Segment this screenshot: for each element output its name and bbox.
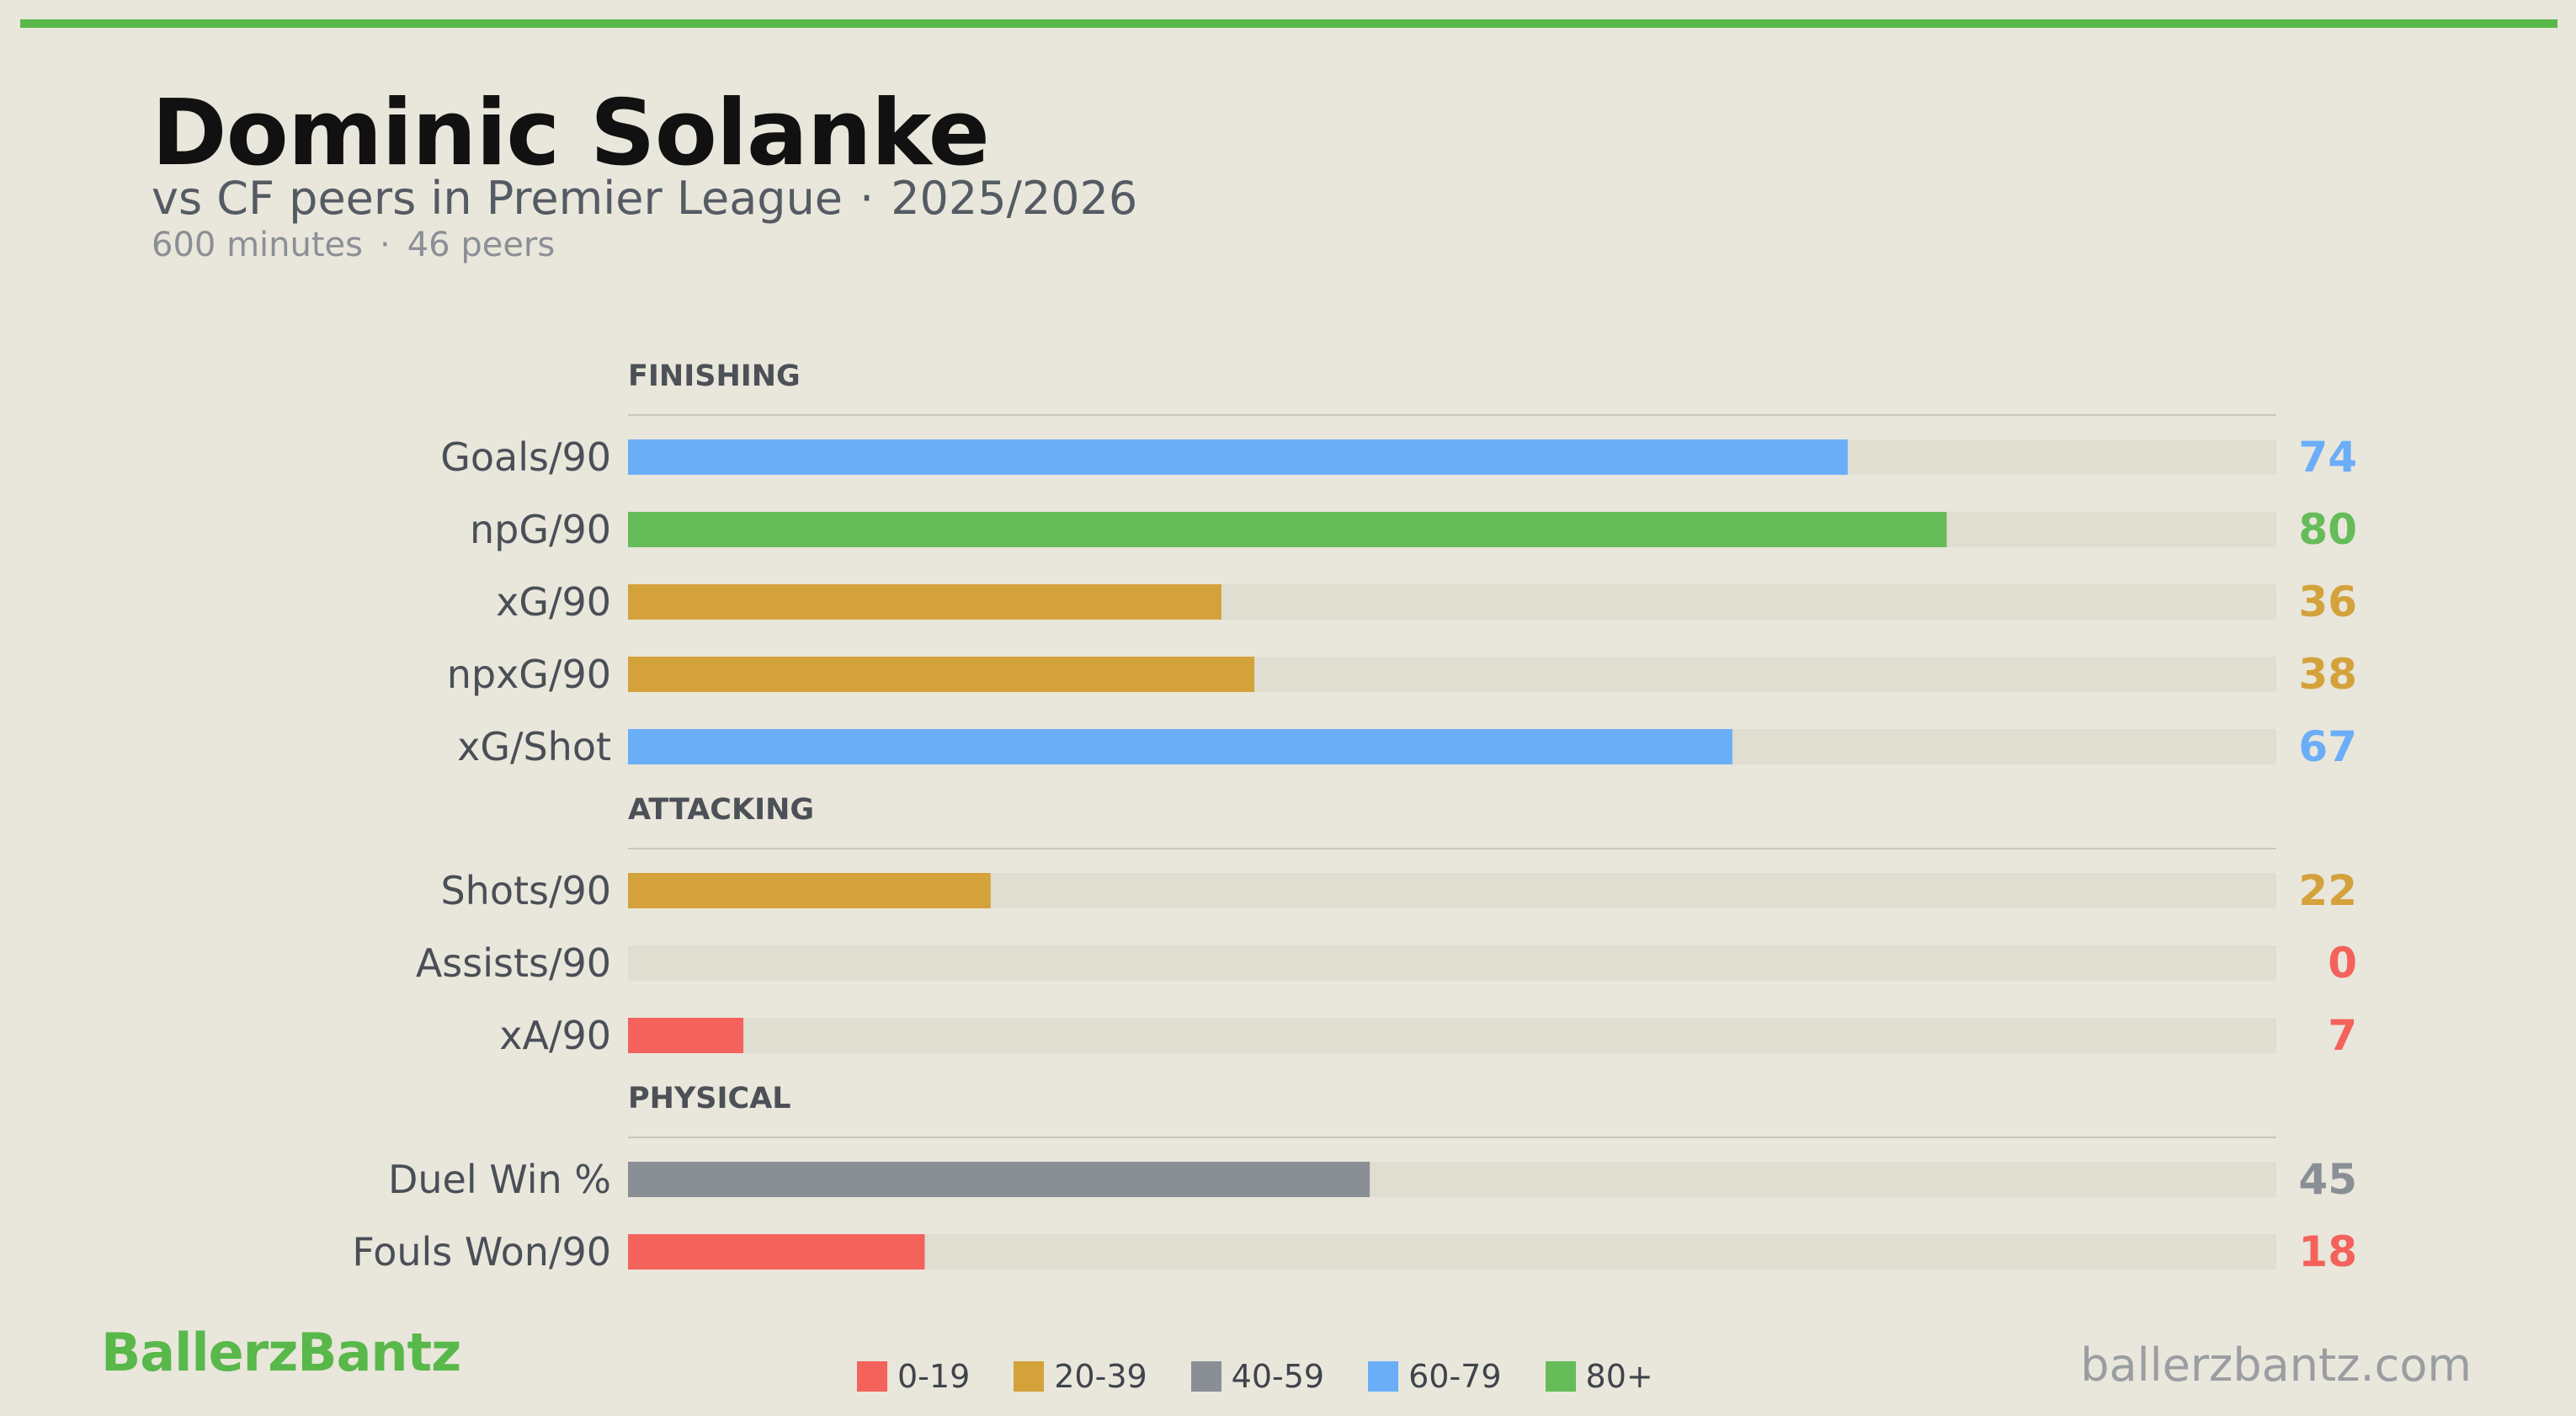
legend-label: 40-59 <box>1231 1358 1325 1395</box>
subtitle-separator: · <box>860 172 875 225</box>
legend-label: 0-19 <box>897 1358 971 1395</box>
brand-logo: BallerzBantz <box>101 1322 461 1383</box>
metric-label: Assists/90 <box>416 940 611 986</box>
percentile-bar <box>628 729 1732 764</box>
legend: 0-19 20-39 40-59 60-79 80+ <box>857 1355 1697 1397</box>
percentile-value: 18 <box>2298 1227 2357 1276</box>
percentile-bar <box>628 584 1221 620</box>
player-name: Dominic Solanke <box>152 81 990 186</box>
percentile-bar <box>628 512 1947 547</box>
peers-text: 46 peers <box>407 226 556 264</box>
percentile-value: 67 <box>2298 722 2357 771</box>
legend-item: 60-79 <box>1368 1358 1502 1395</box>
metric-label: npG/90 <box>470 507 611 552</box>
metric-label: npxG/90 <box>447 652 611 697</box>
bar-track <box>628 945 2276 981</box>
site-url: ballerzbantz.com <box>2080 1339 2472 1392</box>
percentile-value: 45 <box>2298 1155 2357 1204</box>
comparison-text: vs CF peers in Premier League <box>152 172 844 225</box>
legend-label: 60-79 <box>1408 1358 1502 1395</box>
minutes-text: 600 minutes <box>152 226 363 264</box>
season-text: 2025/2026 <box>891 172 1138 225</box>
percentile-value: 36 <box>2298 578 2357 626</box>
legend-swatch <box>1190 1361 1221 1392</box>
legend-item: 80+ <box>1545 1358 1653 1395</box>
subtitle: vs CF peers in Premier League · 2025/2026 <box>152 172 1137 225</box>
legend-swatch <box>1368 1361 1399 1392</box>
section-label: ATTACKING <box>628 793 814 827</box>
percentile-value: 80 <box>2298 505 2357 554</box>
legend-item: 40-59 <box>1190 1358 1325 1395</box>
metric-label: Goals/90 <box>440 434 611 480</box>
legend-swatch <box>857 1361 887 1392</box>
metric-label: Duel Win % <box>388 1157 611 1202</box>
legend-item: 20-39 <box>1014 1358 1147 1395</box>
legend-item: 0-19 <box>857 1358 970 1395</box>
bar-track <box>628 1018 2276 1053</box>
percentile-bar <box>628 1018 744 1053</box>
percentile-value: 0 <box>2328 939 2357 987</box>
percentile-bar <box>628 439 1848 475</box>
meta-separator: · <box>379 226 391 264</box>
metric-label: xG/Shot <box>457 724 611 769</box>
percentile-bar <box>628 1234 925 1270</box>
legend-swatch <box>1545 1361 1576 1392</box>
sample-info: 600 minutes · 46 peers <box>152 226 555 264</box>
legend-label: 80+ <box>1585 1358 1653 1395</box>
legend-label: 20-39 <box>1054 1358 1147 1395</box>
percentile-value: 22 <box>2298 866 2357 915</box>
percentile-value: 38 <box>2298 650 2357 699</box>
metric-label: xG/90 <box>496 579 611 625</box>
metric-label: xA/90 <box>499 1013 611 1058</box>
percentile-bar <box>628 873 991 908</box>
percentile-bar <box>628 657 1255 692</box>
percentile-value: 74 <box>2298 433 2357 482</box>
metric-label: Fouls Won/90 <box>352 1229 611 1275</box>
percentile-bar <box>628 1162 1370 1197</box>
top-accent-bar <box>20 19 2557 28</box>
section-label: PHYSICAL <box>628 1082 791 1115</box>
legend-swatch <box>1014 1361 1045 1392</box>
metric-label: Shots/90 <box>440 868 611 913</box>
percentile-value: 7 <box>2328 1011 2357 1060</box>
section-label: FINISHING <box>628 359 801 393</box>
